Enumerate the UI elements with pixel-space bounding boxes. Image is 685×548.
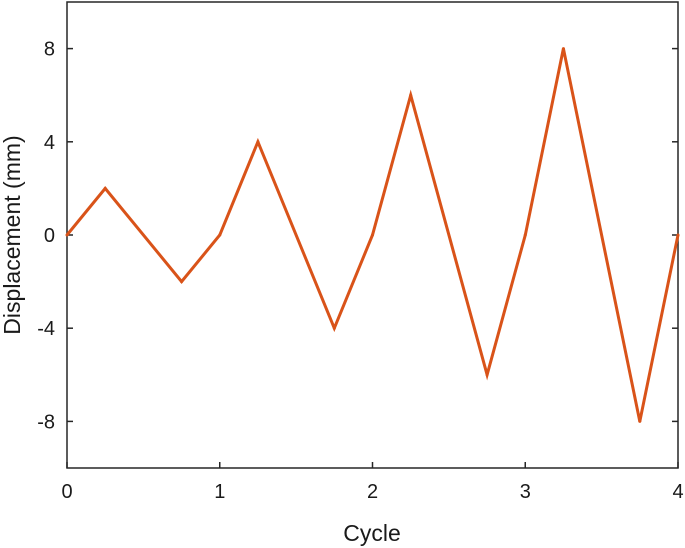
x-axis-ticks: 0 1 2 3 4	[61, 462, 684, 503]
x-tick-label: 0	[61, 481, 72, 503]
data-point	[485, 373, 489, 377]
x-tick-label: 4	[672, 481, 683, 503]
data-point	[180, 280, 184, 284]
data-point	[256, 140, 260, 144]
data-point	[65, 233, 69, 237]
x-tick-label: 2	[367, 481, 378, 503]
y-tick-label: -8	[37, 411, 55, 433]
data-point	[371, 233, 374, 237]
y-tick-label: 0	[44, 225, 55, 247]
x-axis-title: Cycle	[343, 520, 401, 546]
y-axis-ticks: 8 4 0 -4 -8	[37, 39, 678, 433]
x-tick-label: 1	[214, 481, 225, 503]
data-point	[561, 47, 565, 51]
series-group	[65, 47, 680, 423]
y-axis-title: Displacement (mm)	[0, 135, 25, 334]
y-tick-label: 4	[44, 132, 55, 154]
data-point	[676, 233, 680, 237]
data-point	[638, 419, 642, 423]
data-point	[218, 233, 222, 237]
data-point	[409, 93, 413, 97]
y-tick-label: -4	[37, 318, 55, 340]
data-point	[523, 233, 527, 237]
data-point	[332, 326, 336, 330]
x-tick-label: 3	[520, 481, 531, 503]
data-point	[103, 186, 107, 190]
y-tick-label: 8	[44, 39, 55, 61]
